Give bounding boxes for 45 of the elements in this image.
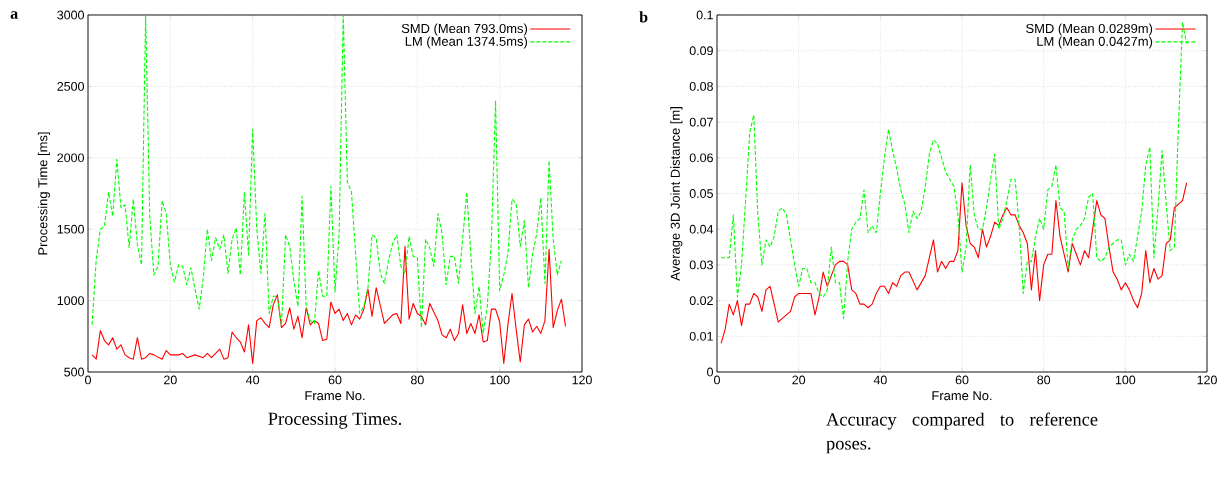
y-tick-label: 2500 [57,82,84,91]
y-tick-label: 0 [707,367,713,377]
y-tick-label: 3000 [57,10,84,20]
text: b [639,11,648,23]
x-tick-label: 40 [873,375,887,385]
legend-label: LM (Mean 1374.5ms) [405,36,528,49]
x-tick-label: 40 [246,375,260,385]
legend-label: SMD (Mean 0.0289m) [1026,23,1153,36]
y-tick-label: 500 [64,367,84,377]
x-tick-label: 120 [572,375,592,385]
y-axis-title: Average 3D Joint Distance [m] [670,107,683,281]
y-tick-label: 0.03 [689,260,713,270]
y-tick-label: 0.09 [689,46,713,56]
y-tick-label: 0.07 [689,117,713,127]
text: Accuracy compared to reference poses. [826,412,1098,454]
y-tick-label: 2000 [57,153,84,163]
y-tick-label: 0.04 [689,224,714,234]
y-axis-title: Processing Time [ms] [37,132,50,255]
x-tick-label: 80 [1037,375,1051,385]
x-tick-label: 60 [955,375,969,385]
x-axis-title: Frame No. [305,391,365,401]
text: a [10,11,18,19]
text: Processing Times. [268,412,402,429]
line-series [91,245,567,364]
x-tick-label: 100 [490,375,510,385]
y-tick-label: 0.08 [689,82,713,91]
x-tick-label: 80 [410,375,424,385]
y-tick-label: 0.1 [696,10,713,20]
x-tick-label: 100 [1115,375,1136,385]
x-tick-label: 0 [85,375,91,385]
line-series [91,15,562,334]
y-tick-label: 1000 [57,296,84,306]
legend-label: SMD (Mean 793.0ms) [401,23,528,36]
y-tick-label: 0.02 [689,296,713,306]
y-tick-label: 0.01 [689,331,713,341]
y-tick-label: 0.06 [689,153,713,163]
x-axis-title: Frame No. [932,391,992,401]
x-tick-label: 20 [792,375,806,385]
legend-label: LM (Mean 0.0427m) [1037,36,1153,49]
y-tick-label: 1500 [57,224,84,234]
x-tick-label: 0 [714,375,720,385]
y-tick-label: 0.05 [689,189,713,198]
x-tick-label: 60 [328,375,342,385]
x-tick-label: 120 [1197,375,1217,385]
x-tick-label: 20 [164,375,177,385]
